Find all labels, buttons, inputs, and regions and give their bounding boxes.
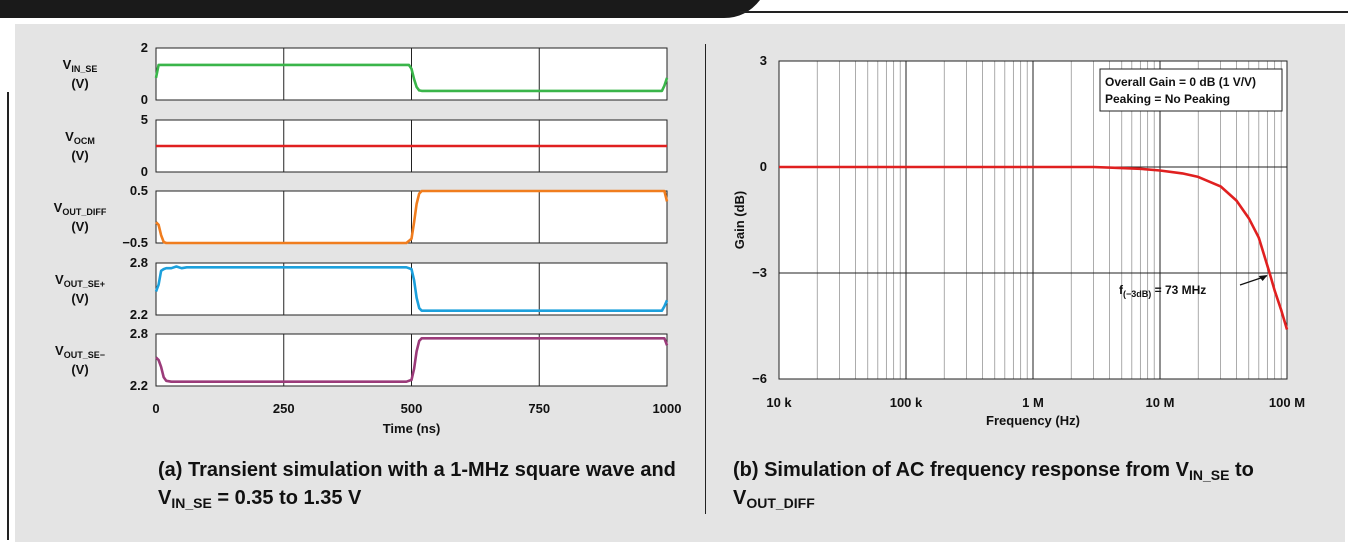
y-axis-unit: (V) <box>71 219 88 234</box>
y-axis-unit: (V) <box>71 362 88 377</box>
x-tick-label: 10 k <box>766 395 792 410</box>
annotation-arrowhead <box>1258 275 1268 281</box>
info-box <box>1099 68 1283 112</box>
caption-b-line2: VOUT_DIFF <box>733 487 815 511</box>
series-line-V_OUT_SE+ <box>154 265 669 312</box>
x-tick-label: 250 <box>273 401 295 416</box>
caption-a-line1: (a) Transient simulation with a 1-MHz sq… <box>158 459 676 481</box>
y-axis-unit: (V) <box>71 148 88 163</box>
series-line-0 <box>779 165 1289 330</box>
subplot-0: 0 2 VIN_SE (V) <box>63 40 669 107</box>
x-tick-label: 750 <box>528 401 550 416</box>
top-rule <box>740 11 1348 13</box>
caption-a-line2: VIN_SE = 0.35 to 1.35 V <box>158 487 362 511</box>
y-axis-unit: (V) <box>71 291 88 306</box>
series-line-V_OUT_DIFF <box>155 189 669 245</box>
y-tick-label: −3 <box>752 265 767 280</box>
caption-a: (a) Transient simulation with a 1-MHz sq… <box>158 456 698 512</box>
y-tick-label: −0.5 <box>122 235 148 250</box>
y-tick-label: 0.5 <box>130 183 148 198</box>
x-tick-label: 1000 <box>653 401 682 416</box>
y-tick-label: 2.8 <box>130 255 148 270</box>
y-tick-label: 2.2 <box>130 307 148 322</box>
y-axis-label: VOUT_DIFF <box>54 200 107 217</box>
top-bar <box>0 0 760 20</box>
y-axis-label: VOUT_SE− <box>55 343 105 360</box>
subplot-3: 2.2 2.8 VOUT_SE+ (V) <box>55 255 669 322</box>
y-tick-label: 2.2 <box>130 378 148 393</box>
x-tick-label: 0 <box>152 401 159 416</box>
subplot-1: 0 5 VOCM (V) <box>65 112 668 179</box>
left-rule <box>7 92 9 540</box>
y-axis-label: Gain (dB) <box>732 191 747 250</box>
x-tick-label: 500 <box>401 401 423 416</box>
x-axis-label: Time (ns) <box>383 421 441 436</box>
x-tick-label: 10 M <box>1146 395 1175 410</box>
x-tick-label: 100 k <box>890 395 923 410</box>
series-line-V_IN_SE <box>154 63 669 93</box>
y-tick-label: 2 <box>141 40 148 55</box>
info-box-line1: Overall Gain = 0 dB (1 V/V) <box>1105 75 1256 89</box>
x-axis-label: Frequency (Hz) <box>986 413 1080 428</box>
panel-divider <box>705 44 706 514</box>
frequency-chart: 3 0 −3 −6 10 k 100 k 1 M 10 M 100 M Frequency (Hz… <box>732 53 1305 428</box>
y-tick-label: 2.8 <box>130 326 148 341</box>
y-tick-label: −6 <box>752 371 767 386</box>
y-tick-label: 0 <box>141 92 148 107</box>
y-axis-label: VOUT_SE+ <box>55 272 105 289</box>
f3db-label: f(−3dB) = 73 MHz <box>1119 283 1206 299</box>
y-axis-unit: (V) <box>71 76 88 91</box>
y-axis-label: VIN_SE <box>63 57 98 74</box>
info-box-line2: Peaking = No Peaking <box>1105 92 1230 106</box>
y-tick-label: 0 <box>760 159 767 174</box>
subplot-2: −0.5 0.5 VOUT_DIFF (V) <box>54 183 669 250</box>
subplot-4: 2.2 2.8 VOUT_SE− (V) <box>55 326 669 393</box>
y-tick-label: 0 <box>141 164 148 179</box>
series-line-V_OUT_SE− <box>155 337 669 383</box>
caption-b: (b) Simulation of AC frequency response … <box>733 456 1293 512</box>
y-tick-label: 5 <box>141 112 148 127</box>
y-tick-label: 3 <box>760 53 767 68</box>
caption-b-line1: (b) Simulation of AC frequency response … <box>733 459 1254 483</box>
y-axis-label: VOCM <box>65 129 95 146</box>
x-tick-label: 100 M <box>1269 395 1305 410</box>
x-tick-label: 1 M <box>1022 395 1044 410</box>
